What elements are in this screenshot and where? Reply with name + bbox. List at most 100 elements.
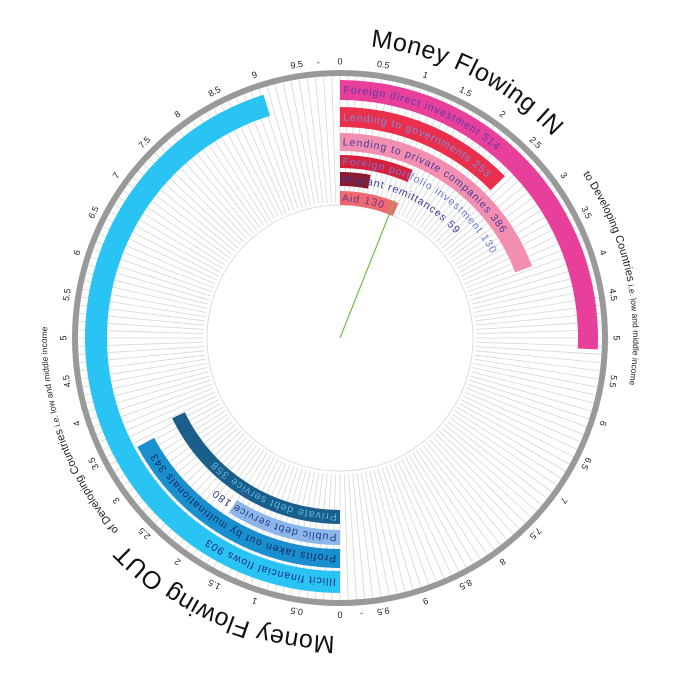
tick-label: 2.5 — [136, 526, 152, 542]
tick-label: 4 — [71, 420, 82, 428]
tick-line — [435, 433, 526, 524]
tick-label: 8.5 — [207, 84, 223, 99]
bar-outflow — [137, 437, 340, 568]
tick-line — [458, 403, 570, 465]
tick-line — [298, 79, 320, 204]
tick-label: 1.5 — [458, 84, 474, 99]
tick-line — [467, 383, 587, 428]
tick-line — [460, 399, 574, 458]
tick-line — [441, 427, 537, 512]
tick-line — [472, 367, 596, 396]
tick-label: 3.5 — [86, 456, 101, 472]
tick-label: 1.5 — [207, 577, 223, 592]
tick-label: 2 — [498, 109, 508, 120]
tick-label: 9 — [422, 596, 430, 607]
tick-label: 7 — [558, 496, 569, 506]
bar-outflow — [172, 412, 340, 525]
tick-label: 7 — [111, 170, 122, 180]
tick-label: 2.5 — [528, 134, 544, 150]
tick-line — [444, 424, 543, 506]
tick-label: 5.5 — [61, 288, 73, 302]
tick-line — [381, 467, 422, 588]
tick-line — [274, 84, 307, 207]
tick-line — [412, 452, 481, 560]
tick-label: 8 — [172, 109, 182, 120]
tick-line — [314, 77, 328, 203]
tick-label: 6 — [598, 420, 609, 428]
tick-line — [473, 363, 598, 388]
tick-line — [389, 464, 437, 582]
tick-label: 8 — [498, 556, 508, 567]
tick-line — [454, 410, 562, 479]
tick-label: 6 — [71, 249, 82, 257]
tick-line — [348, 473, 357, 600]
tick-line — [290, 80, 315, 205]
tick-label: 3.5 — [579, 205, 594, 221]
tick-line — [352, 473, 366, 599]
tick-label: 0.5 — [376, 59, 390, 71]
tick-line — [323, 76, 332, 203]
tick-line — [331, 76, 337, 203]
tick-label: 5 — [612, 335, 622, 340]
tick-line — [282, 82, 311, 206]
bar-inflow — [340, 80, 598, 350]
tick-line — [452, 414, 557, 486]
bar-inflow — [340, 155, 413, 182]
tick-line — [474, 358, 599, 380]
tick-line — [393, 462, 445, 579]
tick-label: 0.5 — [290, 605, 304, 617]
tick-line — [369, 470, 398, 594]
tick-line — [266, 86, 303, 208]
tick-label: 0 — [337, 56, 342, 66]
tick-label: 8.5 — [458, 577, 474, 592]
tick-line — [373, 469, 406, 592]
tick-line — [469, 379, 590, 420]
tick-label: 4 — [598, 249, 609, 257]
tick-line — [447, 421, 548, 499]
tick-line — [432, 436, 520, 530]
tick-line — [426, 442, 508, 541]
tick-line — [419, 447, 495, 551]
tick-label: 7.5 — [528, 526, 544, 542]
tick-label: 6.5 — [86, 205, 101, 221]
tick-label: 1 — [251, 596, 259, 607]
tick-line — [456, 406, 566, 472]
tick-label: 9.5 — [290, 59, 304, 71]
tick-line — [466, 387, 584, 435]
tick-label: 4.5 — [61, 374, 73, 388]
tick-line — [475, 350, 601, 364]
tick-label: 5.5 — [607, 374, 619, 388]
bars — [84, 80, 598, 593]
bar-outflow — [229, 500, 340, 545]
tick-line — [405, 456, 467, 568]
needle-line — [339, 200, 396, 339]
tick-label: 3 — [558, 170, 569, 180]
tick-label: 1 — [422, 69, 430, 80]
tick-line — [306, 78, 324, 204]
bar-inflow — [340, 191, 399, 216]
bar-inflow — [340, 133, 532, 273]
bar-inflow — [340, 107, 505, 191]
tick-label: 9.5 — [376, 605, 390, 617]
tick-line — [401, 458, 460, 572]
tick-line — [360, 472, 382, 597]
tick-line — [356, 472, 374, 598]
tick-line — [462, 395, 578, 450]
tick-line — [470, 375, 592, 412]
tick-label: 9 — [251, 69, 259, 80]
tick-line — [449, 417, 553, 493]
tick-label: 5 — [58, 335, 68, 340]
tick-line — [377, 468, 414, 590]
tick-label: 6.5 — [579, 456, 594, 472]
tick-line — [438, 430, 532, 518]
tick-line — [408, 454, 474, 564]
tick-line — [416, 450, 488, 555]
tick-line — [385, 465, 430, 585]
bar-inflow — [340, 172, 371, 189]
tick-line — [343, 473, 349, 600]
tick-line — [365, 471, 390, 596]
tick-label: 2 — [172, 556, 182, 567]
tick-line — [423, 445, 501, 546]
tick-label: 7.5 — [136, 134, 152, 150]
